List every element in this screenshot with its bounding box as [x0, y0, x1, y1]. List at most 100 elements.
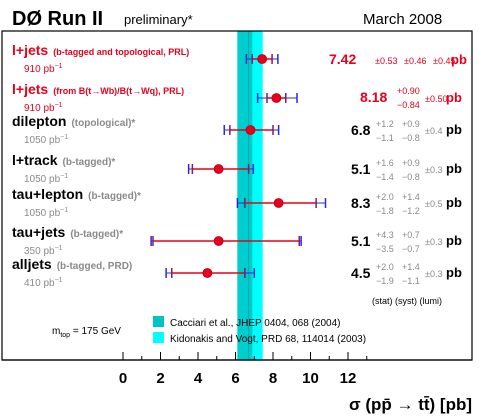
stat-error-up: +1.2	[376, 119, 394, 129]
mtop-subscript: top	[60, 332, 70, 339]
stat-error-up: +2.0	[376, 192, 394, 202]
syst-error-up: +0.9	[402, 158, 420, 168]
lumi-value: 910 pb	[24, 64, 55, 75]
measurement-unit: pb	[451, 52, 467, 67]
syst-error-down: −0.7	[402, 244, 420, 254]
stat-error: ±0.53	[375, 56, 397, 66]
measurement-rows: l+jets (b-tagged and topological, PRL) 910…	[12, 42, 467, 306]
measurement-row: alljets (b-tagged, PRD)410 pb−1 4.5 +2.0−1.…	[12, 256, 462, 289]
measurement-label: alljets (b-tagged, PRD)	[12, 256, 132, 272]
measurement-name: l+jets	[12, 42, 48, 58]
stat-error-down: −1.4	[376, 172, 394, 182]
legend-swatch-cacciari	[153, 316, 164, 327]
syst-error-down: −0.8	[402, 172, 420, 182]
x-tick-label: 12	[340, 370, 357, 387]
measurement-label: dilepton (topological)*	[12, 113, 135, 129]
measurement-row: l+jets (from B(t→Wb)/B(t→Wq), PRL)910 pb−…	[12, 81, 462, 114]
data-point	[271, 93, 282, 103]
measurement-row: l+track (b-tagged)*1050 pb−1 5.1 +1.6−1.4+0…	[12, 152, 462, 185]
x-axis-label: σ (pp̄ → tt̄) [pb]	[349, 395, 472, 414]
measurement-unit: pb	[446, 233, 462, 248]
syst-error-up: +0.7	[402, 230, 420, 240]
lumi-error: ±0.4	[425, 126, 442, 136]
x-tick-label: 6	[231, 370, 239, 387]
lumi-value: 1050 pb	[24, 208, 61, 219]
lumi-error: ±0.3	[425, 269, 442, 279]
lumi-value: 1050 pb	[24, 135, 61, 146]
measurement-label: tau+lepton (b-tagged)*	[12, 186, 141, 202]
measurement-note: (topological)*	[71, 118, 135, 129]
measurement-value: 6.8	[351, 122, 371, 138]
stat-error-down: −1.1	[376, 133, 394, 143]
legend: Cacciari et al., JHEP 0404, 068 (2004) Ki…	[52, 316, 366, 345]
data-point	[213, 236, 224, 246]
measurement-lumi: 1050 pb−1	[24, 173, 68, 185]
x-tick-label: 8	[269, 370, 277, 387]
measurement-name: tau+jets	[12, 224, 66, 240]
measurement-name: dilepton	[12, 113, 66, 129]
measurement-label: l+track (b-tagged)*	[12, 152, 115, 168]
stat-error-up: +2.0	[376, 262, 394, 272]
lumi-exponent: −1	[60, 134, 68, 141]
data-point	[273, 198, 284, 208]
lumi-error: ±0.5	[425, 199, 442, 209]
chart-date: March 2008	[363, 11, 442, 28]
x-tick-label: 0	[119, 370, 127, 387]
measurement-label: l+jets (from B(t→Wb)/B(t→Wq), PRL)	[12, 81, 184, 97]
measurement-note: (b-tagged)*	[63, 157, 116, 168]
lumi-exponent: −1	[55, 277, 63, 284]
measurement-lumi: 910 pb−1	[24, 63, 63, 75]
stat-error-down: −1.8	[376, 206, 394, 216]
measurement-row: dilepton (topological)* 1050 pb−1 6.8 +1.2 −1…	[12, 113, 462, 146]
mtop-label: mtop = 175 GeV	[52, 326, 121, 339]
measurement-lumi: 350 pb−1	[24, 245, 63, 257]
lumi-exponent: −1	[55, 63, 63, 70]
measurement-lumi: 410 pb−1	[24, 277, 63, 289]
lumi-exponent: −1	[55, 102, 63, 109]
lumi-error: ±0.3	[425, 237, 442, 247]
measurement-name: tau+lepton	[12, 186, 83, 202]
stat-error-down: −3.5	[376, 244, 394, 254]
data-point	[257, 54, 268, 64]
stat-error-up: +1.6	[376, 158, 394, 168]
lumi-error: ±0.3	[425, 165, 442, 175]
measurement-value: 8.18	[360, 89, 387, 105]
measurement-name: l+jets	[12, 81, 48, 97]
lumi-error: ±0.50	[425, 94, 447, 104]
lumi-value: 1050 pb	[24, 174, 61, 185]
measurement-note: (from B(t→Wb)/B(t→Wq), PRL)	[53, 86, 184, 96]
lumi-exponent: −1	[55, 245, 63, 252]
measurement-note: (b-tagged and topological, PRL)	[53, 47, 189, 57]
syst-error-up: +0.90	[397, 86, 420, 96]
stat-error-up: +4.3	[376, 230, 394, 240]
syst-error-down: −0.8	[402, 133, 420, 143]
lumi-exponent: −1	[60, 173, 68, 180]
lumi-value: 350 pb	[24, 246, 55, 257]
x-tick-label: 10	[302, 370, 319, 387]
measurement-row: tau+jets (b-tagged)* 350 pb−1 5.1 +4.3 −3.5 +0…	[12, 224, 462, 257]
measurement-unit: pb	[446, 90, 462, 105]
measurement-unit: pb	[446, 265, 462, 280]
syst-error-down: −1.2	[402, 206, 420, 216]
measurement-value: 7.42	[329, 51, 356, 67]
measurement-label: l+jets (b-tagged and topological, PRL)	[12, 42, 189, 58]
measurement-note: (b-tagged, PRD)	[57, 261, 133, 272]
measurement-name: alljets	[12, 256, 52, 272]
legend-swatch-kidonakis	[153, 332, 164, 343]
x-tick-label: 2	[156, 370, 164, 387]
measurement-unit: pb	[446, 161, 462, 176]
syst-error-down: −0.84	[397, 100, 420, 110]
measurement-value: 5.1	[351, 233, 371, 249]
measurement-unit: pb	[446, 122, 462, 137]
data-point	[213, 164, 224, 174]
legend-label-kidonakis: Kidonakis and Vogt, PRD 68, 114014 (2003…	[170, 334, 366, 345]
data-point	[245, 125, 256, 135]
lumi-error: ±0.45	[433, 56, 455, 66]
lumi-value: 410 pb	[24, 278, 55, 289]
data-point	[202, 268, 213, 278]
syst-error: ±0.46	[404, 56, 426, 66]
syst-error-up: +0.9	[402, 119, 420, 129]
syst-error-down: −1.1	[402, 276, 420, 286]
